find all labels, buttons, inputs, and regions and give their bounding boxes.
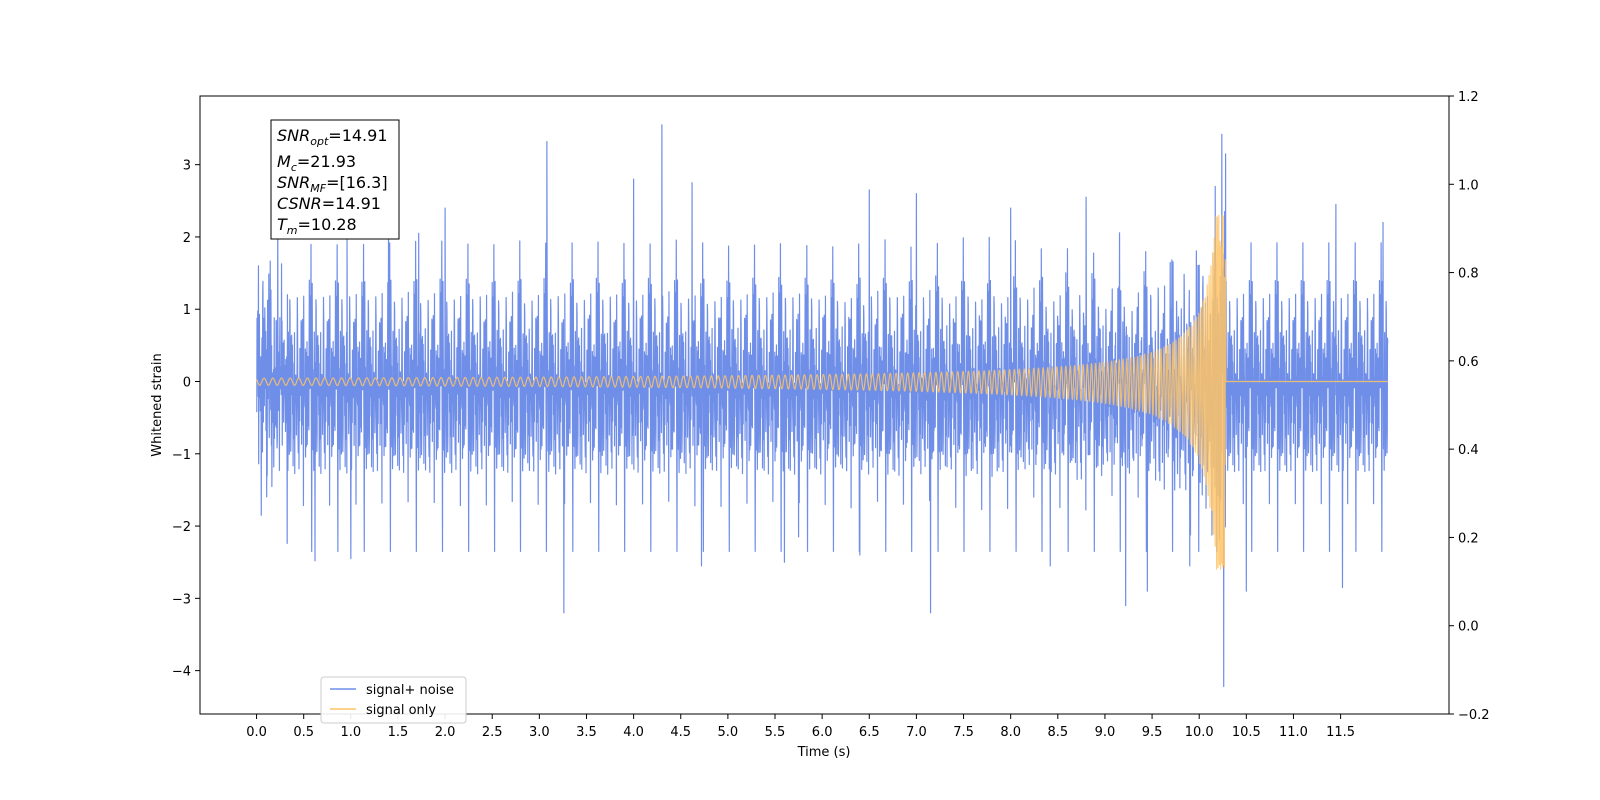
stats-annotation-box [270, 119, 400, 240]
x-tick-label: 9.5 [1142, 725, 1163, 740]
y2-tick-label: 0.4 [1458, 443, 1479, 458]
legend: signal+ noise signal only [320, 676, 467, 724]
y2-tick-label: −0.2 [1458, 708, 1490, 723]
y-axis-left: 3 2 1 0 −1 −2 −3 −4 [172, 159, 200, 680]
x-tick-label: 9.0 [1095, 725, 1116, 740]
y2-tick-label: 0.2 [1458, 531, 1479, 546]
y2-tick-label: 0.8 [1458, 267, 1479, 282]
x-tick-label: 5.5 [765, 725, 786, 740]
x-tick-label: 6.5 [859, 725, 880, 740]
x-tick-label: 4.0 [623, 725, 644, 740]
x-axis-label: Time (s) [797, 745, 851, 760]
x-tick-label: 8.5 [1047, 725, 1068, 740]
x-tick-label: 8.0 [1000, 725, 1021, 740]
stats-annotation: SNRopt=14.91 Mc=21.93 SNRMF=[16.3] CSNR=… [270, 119, 400, 240]
x-tick-label: 6.0 [812, 725, 833, 740]
y2-tick-label: 0.6 [1458, 355, 1479, 370]
x-tick-label: 11.0 [1279, 725, 1308, 740]
series-layer [255, 124, 1389, 688]
y-tick-label: 3 [183, 159, 191, 174]
x-tick-label: 1.0 [340, 725, 361, 740]
mc-text: Mc=21.93 [277, 152, 356, 174]
x-tick-label: 3.0 [529, 725, 550, 740]
y-tick-label: −3 [172, 592, 191, 607]
x-axis: 0.0 0.5 1.0 1.5 2.0 2.5 3.0 3.5 4.0 4.5 5.0 5.5 6.0 6… [246, 714, 1355, 740]
y-tick-label: 0 [183, 376, 191, 391]
x-tick-label: 3.5 [576, 725, 597, 740]
x-tick-label: 0.0 [246, 725, 267, 740]
series-signal-noise-line [255, 124, 1389, 688]
y2-tick-label: 0.0 [1458, 620, 1479, 635]
legend-label-signal-noise: signal+ noise [366, 683, 454, 698]
x-tick-label: 10.5 [1232, 725, 1261, 740]
x-tick-label: 0.5 [293, 725, 314, 740]
x-tick-label: 7.0 [906, 725, 927, 740]
x-tick-label: 4.5 [670, 725, 691, 740]
y2-tick-label: 1.0 [1458, 178, 1479, 193]
y2-tick-label: 1.2 [1458, 90, 1479, 105]
snr-mf-text: SNRMF=[16.3] [277, 173, 388, 195]
x-tick-label: 2.0 [435, 725, 456, 740]
x-tick-label: 1.5 [388, 725, 409, 740]
csnr-text: CSNR=14.91 [277, 194, 381, 213]
x-tick-label: 7.5 [953, 725, 974, 740]
x-tick-label: 10.0 [1185, 725, 1214, 740]
x-tick-label: 2.5 [482, 725, 503, 740]
y-tick-label: 1 [183, 303, 191, 318]
x-tick-label: 5.0 [718, 725, 739, 740]
snr-opt-text: SNRopt=14.91 [277, 126, 388, 148]
y-tick-label: 2 [183, 231, 191, 246]
y-tick-label: −1 [172, 448, 191, 463]
y-axis-label: Whitened strain [150, 353, 165, 456]
legend-box [320, 676, 467, 724]
legend-label-signal-only: signal only [366, 703, 436, 718]
y-tick-label: −2 [172, 520, 191, 535]
y-axis-right: 1.2 1.0 0.8 0.6 0.4 0.2 0.0 −0.2 [1449, 90, 1490, 723]
x-tick-label: 11.5 [1326, 725, 1355, 740]
y-tick-label: −4 [172, 665, 191, 680]
tm-text: Tm=10.28 [277, 215, 357, 237]
series-signal-only-line [256, 214, 1389, 570]
axes-frame [199, 95, 1450, 715]
